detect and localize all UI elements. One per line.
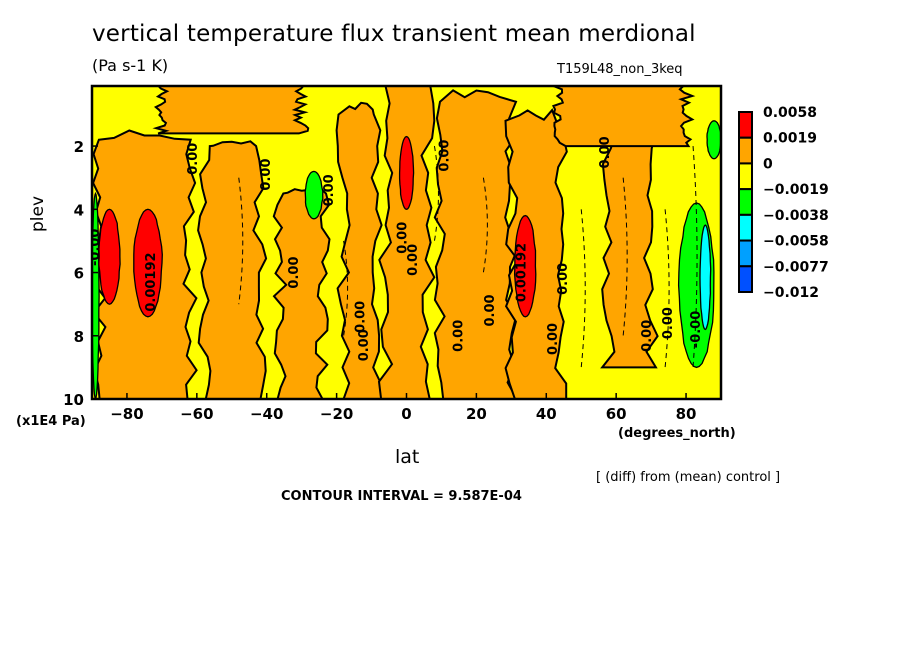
contour-field: 0.00 0.000.000.000.000.000.000.000.000.00… xyxy=(88,86,721,399)
legend-swatch xyxy=(738,136,753,165)
x-axis-units: (degrees_north) xyxy=(618,426,736,441)
contour-label: 0.00 xyxy=(354,301,369,333)
legend-level-label: −0.0038 xyxy=(763,208,829,224)
contour-region-green-streak-sh-edge xyxy=(92,191,100,399)
contour-label: 0.00 xyxy=(357,329,372,361)
contour-region-orange-top-sh xyxy=(152,86,310,135)
contour-region-red-blob-nh-35 xyxy=(513,214,537,318)
contour-label: 0.00192 xyxy=(144,252,159,311)
x-tick-label: −40 xyxy=(250,405,283,423)
legend-level-label: −0.012 xyxy=(763,285,819,301)
contour-label: -0.00 xyxy=(689,311,704,348)
contour-label: 0.00192 xyxy=(514,243,529,302)
y-tick-label: 6 xyxy=(74,265,84,283)
contour-region-orange-band-sh-trop xyxy=(335,101,386,399)
contour-label: 0.00 xyxy=(186,143,201,175)
contour-region-orange-band-nh-sub xyxy=(433,89,519,399)
negative-contour-line xyxy=(664,209,670,368)
color-legend: 0.0058 0.0019 0 −0.0019 −0.0038 −0.0058 −0.007… xyxy=(738,105,829,301)
contour-label: 0.00 xyxy=(259,158,274,190)
legend-swatch xyxy=(738,213,753,242)
contour-label: 0.00 xyxy=(546,323,561,355)
contour-region-cyan-streak-nh-polar xyxy=(699,224,712,331)
y-tick-label: 4 xyxy=(74,201,84,219)
legend-level-label: 0 xyxy=(763,156,773,172)
contour-label: 0.00 xyxy=(451,320,466,352)
x-tick-label: −20 xyxy=(320,405,353,423)
x-axis-label: lat xyxy=(395,446,420,468)
contour-label: 0.00 xyxy=(661,307,676,339)
x-tick-label: −80 xyxy=(110,405,143,423)
x-tick-label: 80 xyxy=(676,405,697,423)
contour-label: 0.00 xyxy=(287,256,302,288)
legend-level-label: 0.0019 xyxy=(763,131,817,147)
contour-label: 0.00 xyxy=(396,222,411,254)
y-tick-label: 10 xyxy=(63,391,84,409)
negative-contour-line xyxy=(433,145,439,242)
y-tick-label: 8 xyxy=(74,328,84,346)
legend-level-label: −0.0058 xyxy=(763,234,829,250)
contour-region-red-blob-sh-70 xyxy=(133,208,163,318)
x-tick-label: −60 xyxy=(180,405,213,423)
contour-label: 0.00 xyxy=(322,174,337,206)
chart-units: (Pa s-1 K) xyxy=(92,56,169,75)
contour-region-red-blob-eq xyxy=(398,135,415,210)
contour-label: -0.00 xyxy=(88,229,103,266)
legend-level-label: 0.0058 xyxy=(763,105,817,121)
contour-region-orange-top-nh xyxy=(550,86,696,148)
negative-contour-line xyxy=(622,177,628,336)
legend-swatch xyxy=(738,162,753,191)
x-ticks: −80 −60 −40 −20 0 20 40 60 80 xyxy=(110,393,696,423)
contour-region-orange-band-sh-mid xyxy=(197,140,268,399)
x-tick-label: 60 xyxy=(606,405,627,423)
negative-contour-line xyxy=(238,177,244,305)
contour-interval: CONTOUR INTERVAL = 9.587E-04 xyxy=(281,489,522,504)
contour-label: 0.00 xyxy=(483,294,498,326)
contour-region-orange-band-eq xyxy=(377,86,436,399)
contour-region-green-patch-nh-top xyxy=(706,120,721,160)
legend-level-label: −0.0019 xyxy=(763,182,829,198)
contour-label: 0.00 xyxy=(437,140,452,172)
contour-label: 0.00 xyxy=(556,263,571,295)
footer-note: [ (diff) from (mean) control ] xyxy=(596,470,781,485)
legend-swatch xyxy=(738,188,753,216)
chart-title: vertical temperature flux transient mean… xyxy=(92,21,696,47)
contour-label: 0.00 xyxy=(598,136,613,168)
negative-contour-line xyxy=(692,146,698,368)
negative-contour-line xyxy=(343,240,349,336)
legend-swatch xyxy=(738,265,753,293)
legend-level-label: −0.0077 xyxy=(763,259,829,275)
legend-swatch xyxy=(738,111,753,139)
y-ticks: 2 4 6 8 10 xyxy=(63,138,98,409)
contour-label: 0.00 xyxy=(640,320,655,352)
run-label: T159L48_non_3keq xyxy=(557,62,683,77)
x-tick-label: 20 xyxy=(466,405,487,423)
negative-contour-line xyxy=(580,209,586,368)
x-tick-label: 0 xyxy=(401,405,411,423)
contour-region-orange-band-sh-sub xyxy=(272,182,331,399)
y-tick-label: 2 xyxy=(74,138,84,156)
negative-contour-line xyxy=(482,177,488,273)
contour-region-green-blob-sh-25 xyxy=(304,170,324,220)
y-axis-units: (x1E4 Pa) xyxy=(16,414,86,429)
x-tick-label: 40 xyxy=(536,405,557,423)
legend-swatch xyxy=(738,239,753,268)
contour-label: 0.00 xyxy=(406,244,421,276)
